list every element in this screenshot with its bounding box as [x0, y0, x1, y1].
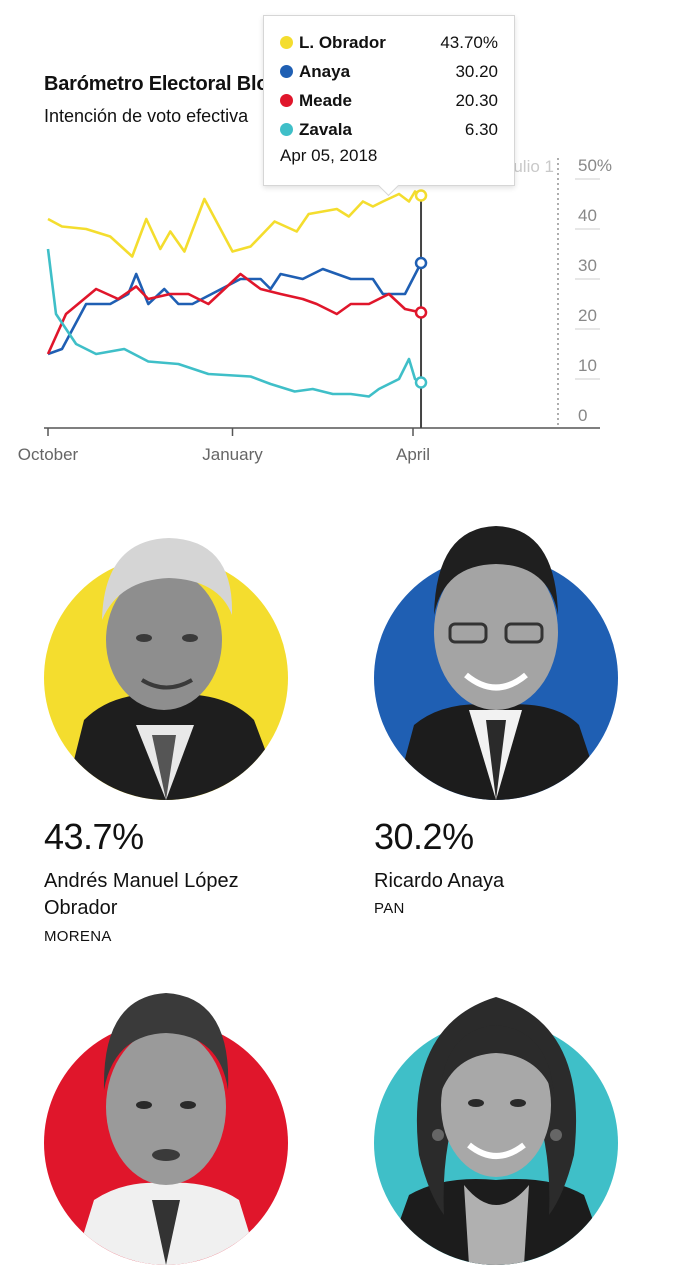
x-tick-label: April [396, 445, 430, 464]
candidate-portrait [374, 520, 618, 800]
candidate-percentage: 43.7% [44, 816, 144, 857]
man-dark-hair-portrait-icon [74, 993, 259, 1265]
hover-point [414, 306, 428, 319]
y-tick-label: 40 [578, 206, 597, 225]
y-tick-label: 30 [578, 256, 597, 275]
candidate-portrait [374, 985, 618, 1265]
line-chart[interactable]: 50%403020100OctoberJanuaryAprilEleccion … [0, 0, 700, 480]
y-tick-label: 10 [578, 356, 597, 375]
y-tick-label: 50% [578, 156, 612, 175]
candidate-party: MORENA [44, 928, 112, 945]
tooltip-date: Apr 05, 2018 [280, 146, 378, 165]
tooltip-row-obrador: L. Obrador 43.70% [280, 28, 498, 57]
hover-point [414, 376, 428, 389]
zavala-dot-icon [280, 123, 293, 136]
hover-point [414, 189, 428, 202]
candidate-name: Ricardo Anaya [374, 870, 505, 892]
anaya-dot-icon [280, 65, 293, 78]
candidate-percentage: 30.2% [374, 816, 474, 857]
chart-subtitle: Intención de voto efectiva [44, 106, 249, 126]
candidate-portrait [44, 985, 288, 1265]
x-tick-label: October [18, 445, 79, 464]
y-tick-label: 0 [578, 406, 587, 425]
chart-area: Barómetro Electoral Bloomberg Intención … [0, 0, 700, 480]
obrador-dot-icon [280, 36, 293, 49]
tooltip-value: 6.30 [464, 119, 498, 139]
tooltip-name: L. Obrador [299, 32, 386, 52]
woman-dark-hair-portrait-icon [384, 997, 609, 1265]
tooltip-row-anaya: Anaya 30.20 [280, 57, 498, 86]
x-tick-label: January [202, 445, 263, 464]
tooltip-value: 43.70% [440, 32, 498, 52]
tooltip-row-meade: Meade 20.30 [280, 86, 498, 115]
candidate-party: PAN [374, 900, 405, 917]
young-man-glasses-portrait-icon [394, 526, 604, 800]
tooltip-name: Meade [299, 90, 352, 110]
series-line-zavala [46, 248, 422, 398]
series-line-anaya [47, 262, 423, 356]
man-grey-hair-portrait-icon [64, 538, 284, 800]
series-line-l-obrador [47, 190, 422, 258]
y-tick-label: 20 [578, 306, 597, 325]
candidate-name: Andrés Manuel López Obrador [44, 870, 239, 919]
hover-point [414, 256, 428, 270]
candidate-portrait [44, 520, 288, 800]
series-line-meade [46, 272, 422, 355]
tooltip-row-zavala: Zavala 6.30 [280, 115, 498, 144]
meade-dot-icon [280, 94, 293, 107]
tooltip-value: 30.20 [455, 61, 498, 81]
tooltip-value: 20.30 [455, 90, 498, 110]
tooltip-name: Anaya [299, 61, 351, 81]
chart-tooltip: L. Obrador 43.70% Anaya 30.20 Meade 20.3… [263, 15, 515, 186]
tooltip-name: Zavala [299, 119, 352, 139]
